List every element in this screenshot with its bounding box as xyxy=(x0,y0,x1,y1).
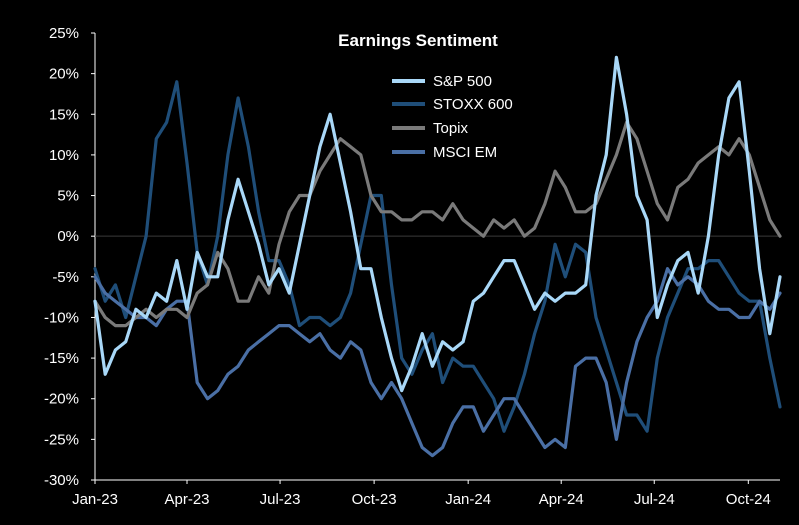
legend-label-sp500: S&P 500 xyxy=(433,73,492,90)
legend-item-msci-em: MSCI EM xyxy=(392,144,497,161)
series-line-sp500 xyxy=(93,55,782,393)
y-tick-label: 5% xyxy=(57,188,79,205)
y-tick-label: 20% xyxy=(49,66,79,83)
x-tick-label: Apr-23 xyxy=(164,491,209,508)
x-tick-label: Jul-24 xyxy=(634,491,675,508)
y-tick-label: -20% xyxy=(44,391,79,408)
legend-item-stoxx600: STOXX 600 xyxy=(392,96,513,113)
y-tick-label: -30% xyxy=(44,472,79,489)
y-tick-label: -10% xyxy=(44,309,79,326)
y-tick-label: 25% xyxy=(49,25,79,42)
series-line-msci-em xyxy=(93,267,782,458)
y-tick-label: 0% xyxy=(57,228,79,245)
y-tick-label: -5% xyxy=(52,269,79,286)
legend-label-msci-em: MSCI EM xyxy=(433,144,497,161)
x-tick-label: Apr-24 xyxy=(539,491,584,508)
series-lines xyxy=(93,55,782,458)
legend-item-sp500: S&P 500 xyxy=(392,73,492,90)
y-tick-label: -25% xyxy=(44,431,79,448)
y-tick-label: 15% xyxy=(49,106,79,123)
y-axis: 25% 20% 15% 10% 5% 0% -5% -10% -15% -20% -25% -30% xyxy=(44,25,96,489)
x-tick-label: Jan-23 xyxy=(72,491,118,508)
x-tick-label: Oct-24 xyxy=(726,491,771,508)
y-tick-label: 10% xyxy=(49,147,79,164)
x-axis: Jan-23 Apr-23 Jul-23 Oct-23 Jan-24 Apr-24 Jul-… xyxy=(72,479,780,508)
chart-title: Earnings Sentiment xyxy=(338,31,498,50)
x-tick-label: Oct-23 xyxy=(352,491,397,508)
legend-label-topix: Topix xyxy=(433,120,469,137)
x-tick-label: Jan-24 xyxy=(445,491,491,508)
legend: S&P 500 STOXX 600 Topix MSCI EM xyxy=(392,73,513,161)
series-line-topix xyxy=(93,120,782,328)
legend-item-topix: Topix xyxy=(392,120,469,137)
legend-label-stoxx600: STOXX 600 xyxy=(433,96,513,113)
y-tick-label: -15% xyxy=(44,350,79,367)
x-tick-label: Jul-23 xyxy=(260,491,301,508)
